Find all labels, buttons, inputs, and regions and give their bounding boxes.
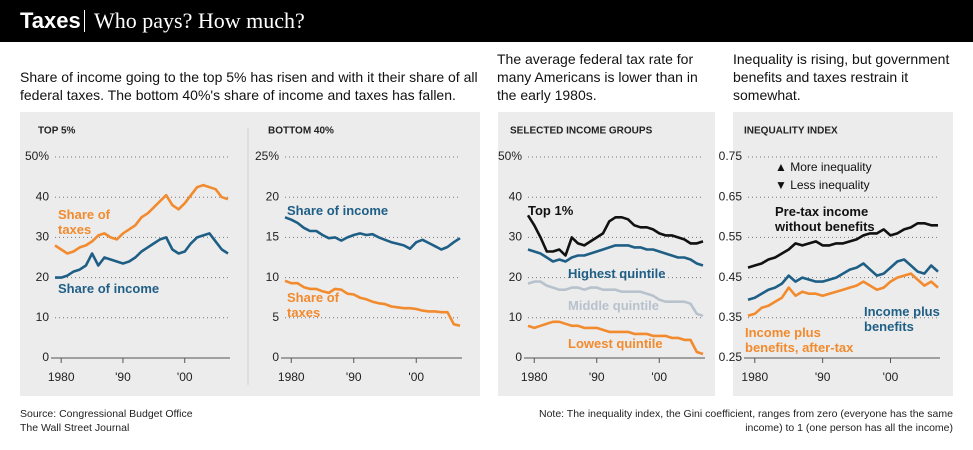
header-subtitle: Who pays? How much? bbox=[94, 8, 305, 33]
x-tick-label: '00 bbox=[651, 370, 667, 384]
y-tick-label: 50% bbox=[25, 149, 49, 163]
y-tick-label: 20 bbox=[266, 189, 280, 203]
y-tick-label: 25% bbox=[255, 149, 279, 163]
x-tick-label: '00 bbox=[177, 370, 193, 384]
y-tick-label: 10 bbox=[36, 310, 50, 324]
x-tick-label: '90 bbox=[115, 370, 131, 384]
x-tick-label: 1980 bbox=[278, 370, 305, 384]
y-tick-label: 50% bbox=[498, 149, 522, 163]
series-line bbox=[527, 244, 704, 267]
series-line bbox=[747, 222, 938, 269]
chart-title: SELECTED INCOME GROUPS bbox=[510, 126, 653, 137]
y-tick-label: 10 bbox=[509, 310, 523, 324]
series-line bbox=[526, 214, 704, 257]
header-title: Taxes bbox=[20, 8, 81, 33]
series-line bbox=[54, 183, 229, 255]
y-tick-label: 10 bbox=[266, 270, 280, 284]
series-label: Lowest quintile bbox=[568, 336, 663, 351]
series-label: Highest quintile bbox=[568, 266, 666, 281]
series-label: Share of taxes bbox=[287, 290, 340, 320]
series-line bbox=[527, 320, 704, 356]
x-tick-label: '00 bbox=[408, 370, 424, 384]
y-tick-label: 30 bbox=[36, 230, 50, 244]
series-label: Pre-tax income without benefits bbox=[775, 204, 875, 234]
y-tick-label: 0 bbox=[42, 350, 49, 364]
series-label: Share of taxes bbox=[58, 207, 111, 237]
annotation: ▲ More inequality bbox=[775, 160, 872, 174]
panel bbox=[733, 112, 953, 396]
series-line bbox=[55, 232, 229, 279]
separator bbox=[84, 10, 85, 32]
source: The Wall Street Journal bbox=[20, 422, 130, 434]
x-tick-label: '90 bbox=[815, 370, 831, 384]
y-tick-label: 0 bbox=[515, 350, 522, 364]
y-tick-label: 0.65 bbox=[719, 189, 743, 203]
y-tick-label: 0.45 bbox=[719, 270, 743, 284]
panel bbox=[20, 112, 480, 396]
series-line bbox=[747, 258, 939, 301]
y-tick-label: 0.75 bbox=[719, 149, 743, 163]
series-label: Middle quintile bbox=[568, 298, 659, 313]
y-tick-label: 0.25 bbox=[719, 350, 743, 364]
header: Taxes Who pays? How much? bbox=[0, 0, 973, 42]
x-tick-label: '00 bbox=[883, 370, 899, 384]
y-tick-label: 20 bbox=[36, 270, 50, 284]
x-tick-label: 1980 bbox=[48, 370, 75, 384]
y-tick-label: 40 bbox=[36, 189, 50, 203]
series-label: Top 1% bbox=[528, 203, 574, 218]
section-text: Inequality is rising, but government ben… bbox=[733, 51, 950, 103]
chart-title: INEQUALITY INDEX bbox=[744, 126, 838, 137]
y-tick-label: 30 bbox=[509, 230, 523, 244]
series-label: Share of income bbox=[287, 203, 389, 218]
annotation: ▼ Less inequality bbox=[775, 178, 870, 192]
panel bbox=[498, 112, 715, 396]
x-tick-label: '90 bbox=[589, 370, 605, 384]
series-label: Income plus benefits, after-tax bbox=[745, 325, 854, 355]
x-tick-label: 1980 bbox=[741, 370, 768, 384]
x-tick-label: 1980 bbox=[521, 370, 548, 384]
note: Note: The inequality index, the Gini coe… bbox=[538, 408, 953, 434]
series-label: Income plus benefits bbox=[864, 304, 940, 334]
section-text: The average federal tax rate for many Am… bbox=[497, 51, 698, 103]
series-line bbox=[284, 216, 461, 251]
x-tick-label: '90 bbox=[346, 370, 362, 384]
y-tick-label: 0.55 bbox=[719, 230, 743, 244]
y-tick-label: 0 bbox=[272, 350, 279, 364]
chart-title: BOTTOM 40% bbox=[268, 126, 334, 137]
y-tick-label: 20 bbox=[509, 270, 523, 284]
source: Source: Congressional Budget Office bbox=[20, 408, 193, 420]
y-tick-label: 15 bbox=[266, 230, 280, 244]
y-tick-label: 5 bbox=[272, 310, 279, 324]
y-tick-label: 0.35 bbox=[719, 310, 743, 324]
series-line bbox=[747, 272, 939, 318]
y-tick-label: 40 bbox=[509, 189, 523, 203]
series-label: Share of income bbox=[58, 281, 160, 296]
section-text: Share of income going to the top 5% has … bbox=[20, 69, 478, 103]
chart-title: TOP 5% bbox=[38, 126, 76, 137]
series-line bbox=[284, 279, 461, 328]
series-line bbox=[527, 280, 704, 318]
